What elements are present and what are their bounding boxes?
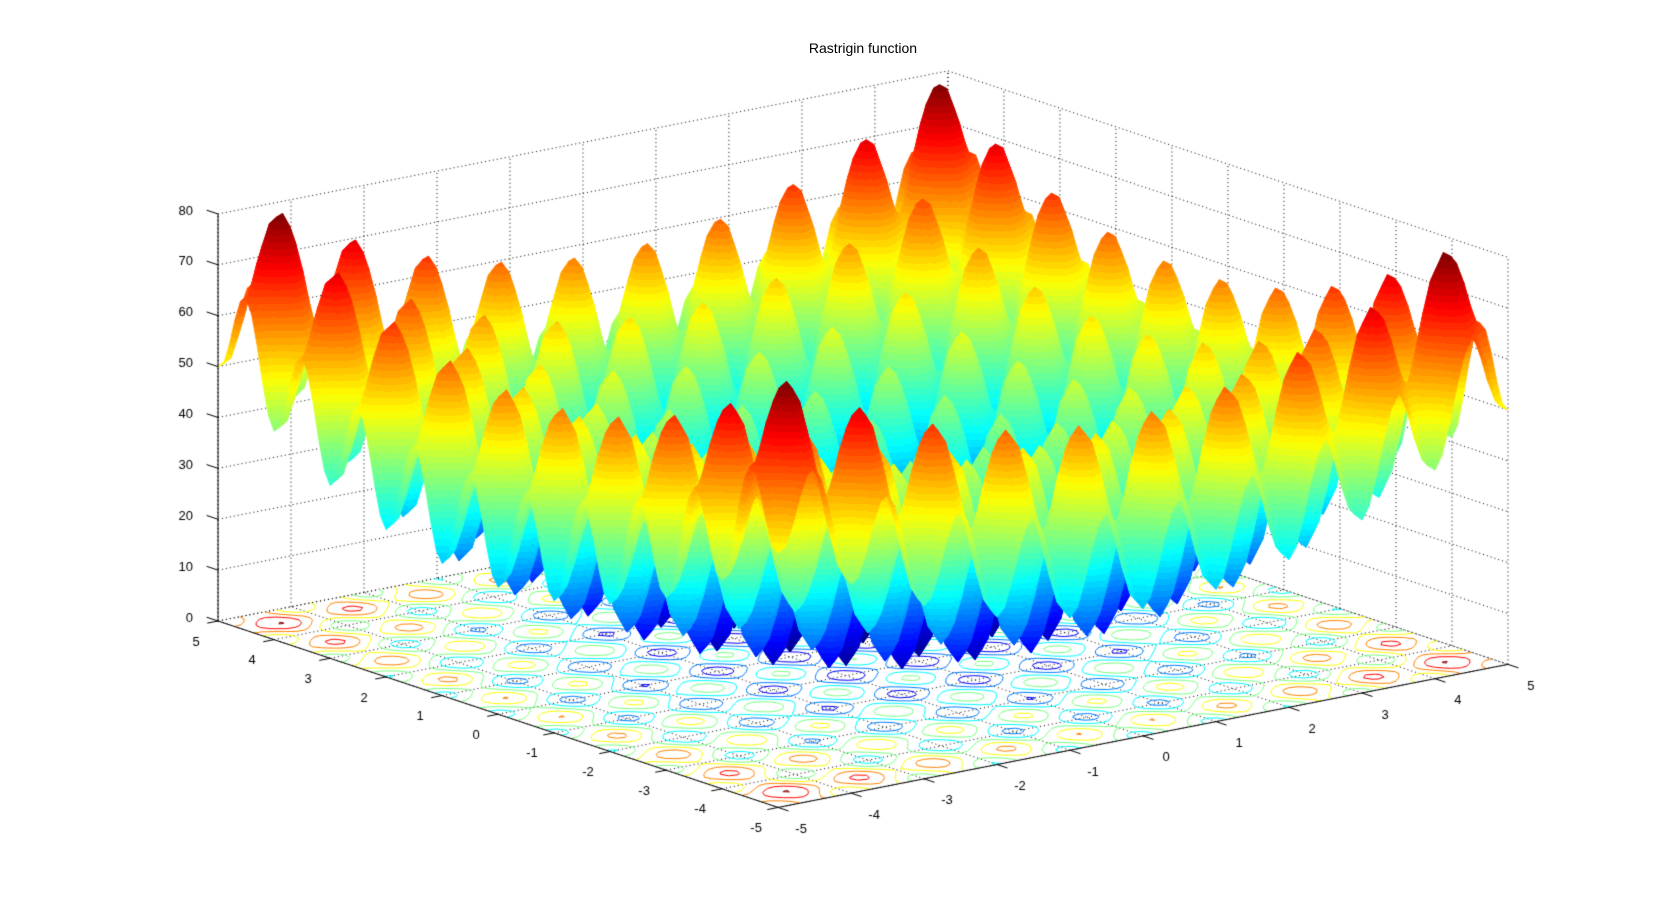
chart-title: Rastrigin function (808, 40, 918, 56)
